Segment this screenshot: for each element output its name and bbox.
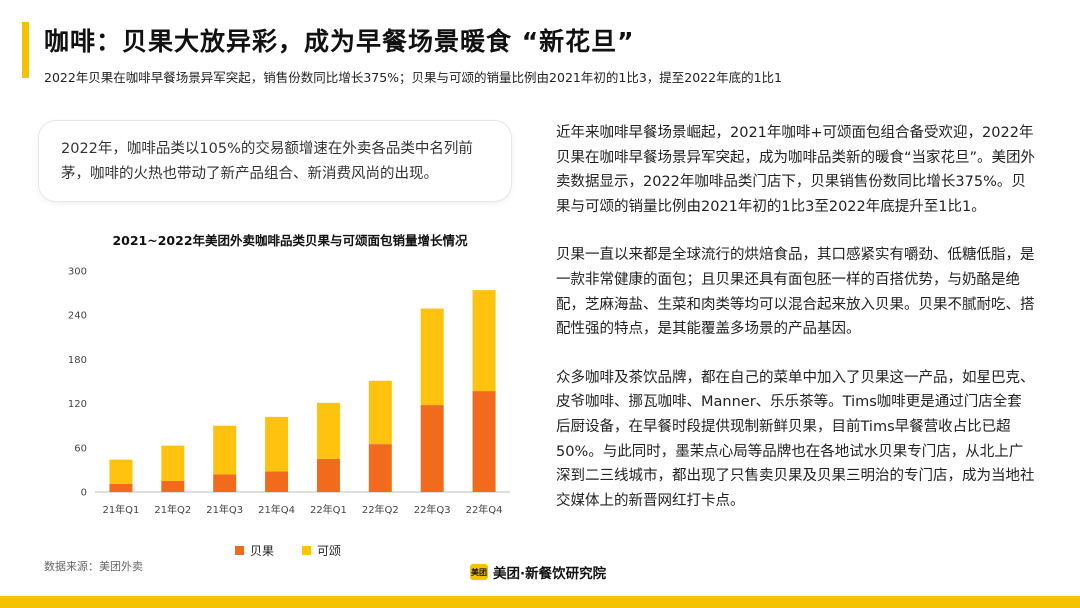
bar-croissant (109, 459, 133, 484)
bar-bagel (316, 458, 340, 492)
y-tick-label: 240 (68, 311, 87, 322)
brand-footer: 美团 美团·新餐饮研究院 (470, 562, 606, 582)
body-paragraph: 众多咖啡及茶饮品牌，都在自己的菜单中加入了贝果这一产品，如星巴克、皮爷咖啡、挪瓦… (556, 369, 1035, 509)
chart-legend: 贝果 可颂 (235, 542, 341, 559)
body-paragraph: 近年来咖啡早餐场景崛起，2021年咖啡+可颂面包组合备受欢迎，2022年贝果在咖… (556, 125, 1036, 215)
stacked-bar-chart: 0 60 120 180 240 300 21年Q1 21年Q2 21年Q3 21年Q4 22年Q1… (68, 267, 510, 516)
bottom-accent-bar (0, 596, 1080, 608)
x-tick-label: 22年Q3 (414, 503, 451, 516)
x-tick-label: 21年Q1 (102, 503, 139, 516)
bar-bagel (213, 474, 237, 492)
page-title: 咖啡：贝果大放异彩，成为早餐场景暖食 “新花旦” (44, 27, 635, 56)
meituan-logo-icon: 美团 (470, 564, 488, 580)
bar-croissant (161, 445, 185, 481)
callout-text: 2022年，咖啡品类以105%的交易额增速在外卖各品类中名列前茅，咖啡的火热也带… (61, 141, 473, 182)
bar-bagel (265, 471, 289, 492)
bar-bagel (161, 480, 185, 492)
y-tick-label: 180 (68, 355, 87, 366)
y-tick-label: 60 (74, 443, 87, 454)
page-subtitle: 2022年贝果在咖啡早餐场景异军突起，销售份数同比增长375%；贝果与可颂的销量… (44, 70, 782, 85)
bar-bagel (420, 405, 444, 492)
bar-croissant (265, 416, 289, 472)
y-tick-label: 0 (81, 488, 87, 499)
body-text: 近年来咖啡早餐场景崛起，2021年咖啡+可颂面包组合备受欢迎，2022年贝果在咖… (556, 121, 1036, 537)
x-tick-label: 22年Q4 (466, 503, 503, 516)
x-tick-label: 22年Q1 (310, 503, 347, 516)
callout-box: 2022年，咖啡品类以105%的交易额增速在外卖各品类中名列前茅，咖啡的火热也带… (38, 120, 512, 202)
x-tick-label: 21年Q3 (206, 503, 243, 516)
x-tick-label: 21年Q2 (154, 503, 191, 516)
legend-label-croissant: 可颂 (317, 544, 342, 558)
legend-swatch-bagel (235, 546, 244, 555)
legend-item-bagel: 贝果 (235, 542, 274, 559)
legend-label-bagel: 贝果 (250, 544, 275, 558)
data-source: 数据来源：美团外卖 (44, 560, 143, 573)
bar-croissant (316, 402, 340, 459)
bar-bagel (109, 483, 133, 492)
bar-croissant (213, 425, 237, 475)
bar-bagel (472, 391, 496, 492)
chart-title: 2021~2022年美团外卖咖啡品类贝果与可颂面包销量增长情况 (112, 233, 468, 248)
bar-croissant (368, 380, 392, 445)
title-accent-bar (22, 22, 29, 78)
x-tick-label: 21年Q4 (258, 503, 295, 516)
x-tick-label: 22年Q2 (362, 503, 399, 516)
bar-croissant (420, 308, 444, 406)
bar-bagel (368, 444, 392, 492)
body-paragraph: 贝果一直以来都是全球流行的烘焙食品，其口感紧实有嚼劲、低糖低脂，是一款非常健康的… (556, 247, 1035, 338)
y-tick-label: 120 (68, 399, 87, 410)
legend-swatch-croissant (302, 546, 312, 555)
bar-croissant (472, 290, 496, 392)
brand-name: 美团·新餐饮研究院 (493, 566, 607, 582)
legend-item-croissant: 可颂 (302, 542, 341, 559)
y-tick-label: 300 (68, 267, 87, 278)
